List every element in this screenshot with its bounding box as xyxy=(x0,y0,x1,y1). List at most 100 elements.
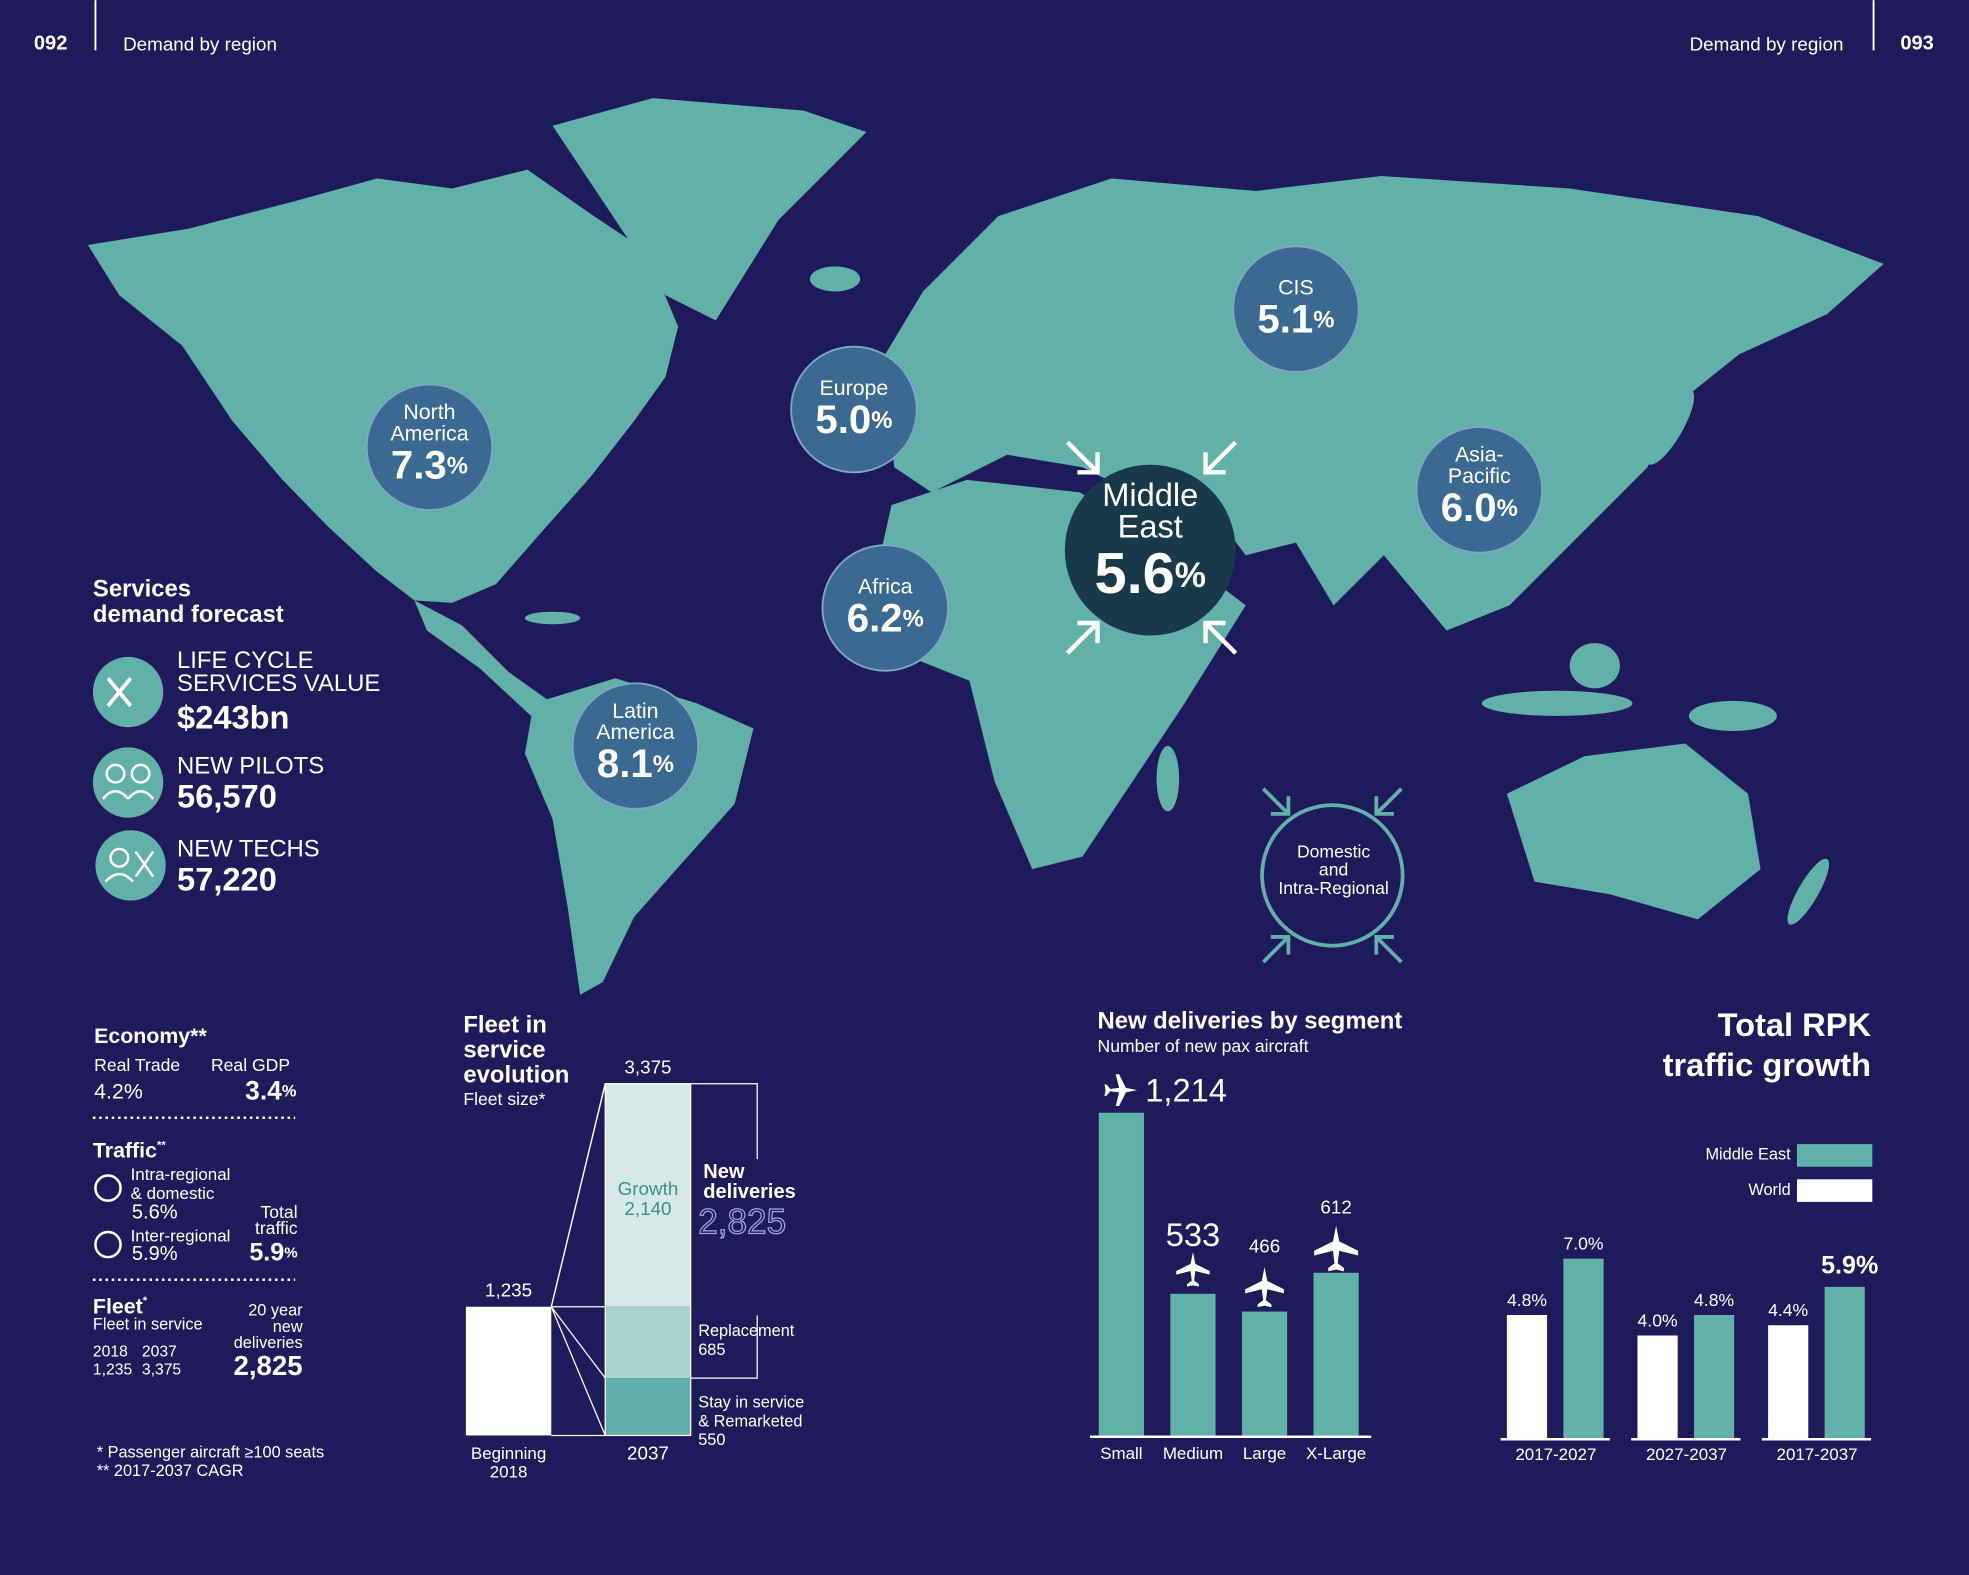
madagascar xyxy=(1156,746,1180,812)
value-number: 5.1 xyxy=(1257,296,1313,341)
fleet-year: 2037 xyxy=(142,1344,177,1361)
bar xyxy=(1170,1293,1216,1436)
region-name: Middle xyxy=(1102,476,1198,513)
north-america xyxy=(87,169,679,603)
arrow xyxy=(1261,787,1291,816)
chart-subtitle: Fleet size* xyxy=(463,1089,545,1109)
region-name: CIS xyxy=(1278,276,1314,300)
region-growth: 5.0% xyxy=(815,397,892,442)
bar-segment xyxy=(465,1306,552,1436)
plane-icon xyxy=(1245,1267,1284,1308)
region-name: Europe xyxy=(820,376,889,400)
value-label: 2,140 xyxy=(624,1198,671,1219)
fleet-year: 2018 xyxy=(93,1344,128,1361)
value-label: 7.0% xyxy=(1563,1233,1603,1253)
title-note: * xyxy=(143,1295,148,1307)
chart-title: Fleet in xyxy=(463,1011,546,1038)
annotation-label: New xyxy=(703,1161,745,1183)
value-number: 5.9 xyxy=(249,1238,284,1266)
separators xyxy=(92,1116,296,1282)
connector xyxy=(550,1083,606,1307)
region-circle xyxy=(1415,426,1543,554)
chart-subtitle: Number of new pax aircraft xyxy=(1098,1036,1309,1056)
value-label: 466 xyxy=(1249,1236,1280,1257)
arrow xyxy=(1203,620,1238,655)
annotation-value: 2,825 xyxy=(698,1203,786,1242)
central-america xyxy=(414,600,553,719)
legend-swatch xyxy=(1796,1144,1873,1167)
economy-title: Economy** xyxy=(94,1024,207,1048)
value-unit: % xyxy=(284,1244,297,1261)
segment-name: & Remarketed xyxy=(698,1412,802,1430)
category-label: 2017-2027 xyxy=(1515,1445,1596,1464)
arrow xyxy=(1065,620,1100,655)
domestic-label: Domestic xyxy=(1297,841,1370,861)
footnote: * Passenger aircraft ≥100 seats xyxy=(97,1443,324,1461)
value: 3.4% xyxy=(245,1076,297,1106)
plane-icon xyxy=(1104,1074,1138,1106)
arrow xyxy=(1261,935,1291,964)
traffic-label: Inter-regional xyxy=(131,1227,231,1246)
region-circle xyxy=(790,345,918,474)
title-note: ** xyxy=(157,1139,166,1151)
bar xyxy=(1563,1258,1604,1438)
value-unit: % xyxy=(1175,556,1206,595)
value-number: 3.4 xyxy=(245,1076,282,1106)
region-growth: 7.3% xyxy=(391,442,468,487)
category-label: Small xyxy=(1100,1444,1142,1463)
section-title: Demand by region xyxy=(123,33,277,54)
legend-swatch xyxy=(1796,1179,1873,1202)
chart-title: traffic growth xyxy=(1663,1046,1871,1083)
page-number: 092 xyxy=(34,32,68,54)
region-circle xyxy=(821,544,950,672)
value-unit: % xyxy=(282,1083,297,1101)
value-number: 5.0 xyxy=(815,397,871,442)
bar xyxy=(1693,1315,1735,1438)
service-label: LIFE CYCLE xyxy=(177,647,314,674)
category-label: 2027-2037 xyxy=(1646,1445,1727,1464)
chart-title: New deliveries by segment xyxy=(1098,1008,1403,1035)
region-name: Africa xyxy=(858,574,913,598)
icon-wrench xyxy=(104,850,155,883)
icon-body xyxy=(102,790,155,800)
arrow xyxy=(1374,935,1403,964)
connector xyxy=(550,1306,606,1379)
fleet-value: 3,375 xyxy=(142,1361,182,1378)
icon-head xyxy=(105,763,126,784)
middle-east-arrows xyxy=(1065,440,1238,655)
fleet-deliveries-label: 20 year xyxy=(248,1301,303,1319)
value-unit: % xyxy=(653,751,674,778)
icon-inter xyxy=(94,1230,122,1259)
category-label: Medium xyxy=(1163,1444,1223,1463)
service-icons xyxy=(92,656,166,901)
region-name: America xyxy=(596,720,674,744)
segment-name: Growth xyxy=(618,1178,679,1199)
value-label: 1,214 xyxy=(1145,1071,1227,1108)
icon-services xyxy=(92,656,164,728)
title-text: Traffic xyxy=(93,1138,157,1162)
traffic-label: & domestic xyxy=(131,1184,215,1203)
economy-label: Real Trade xyxy=(94,1055,180,1075)
value-unit: % xyxy=(903,606,924,633)
value-unit: % xyxy=(447,453,468,480)
indonesia xyxy=(1481,690,1633,716)
value-number: 5.6 xyxy=(1094,542,1174,606)
world-map xyxy=(87,98,1884,995)
icon-techs xyxy=(95,830,166,901)
traffic-value: 5.6% xyxy=(132,1202,178,1224)
connector xyxy=(550,1306,606,1436)
value-unit: % xyxy=(1497,495,1518,522)
traffic-value: 5.9% xyxy=(132,1243,178,1265)
value-unit: % xyxy=(1313,307,1334,334)
australia xyxy=(1506,743,1761,920)
region-circle xyxy=(571,682,700,810)
annotation-label: deliveries xyxy=(703,1181,796,1203)
region-growth: 6.2% xyxy=(847,595,924,640)
traffic-title: Traffic** xyxy=(93,1138,166,1162)
japan xyxy=(1646,389,1695,465)
icon-pilots xyxy=(92,747,164,818)
economy-label: Real GDP xyxy=(211,1055,290,1075)
region-name: America xyxy=(390,421,468,445)
service-label: NEW PILOTS xyxy=(177,753,324,780)
